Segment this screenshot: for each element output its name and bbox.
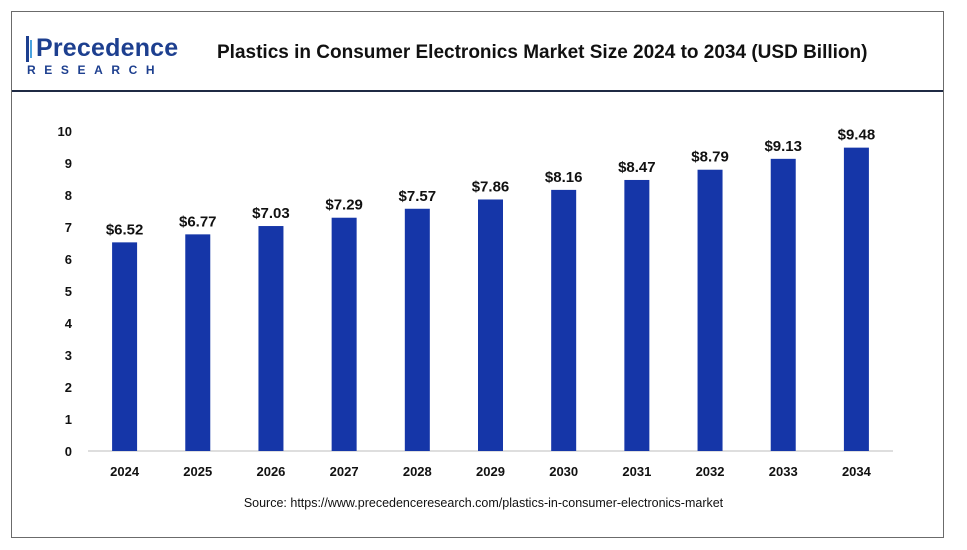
source-note: Source: https://www.precedenceresearch.c…: [243, 496, 724, 510]
bar: [404, 208, 430, 451]
x-tick-label: 2031: [622, 464, 651, 479]
data-label: $9.13: [764, 138, 802, 155]
y-tick-label: 6: [65, 252, 72, 267]
data-label: $8.79: [691, 149, 729, 166]
chart-header: Precedence RESEARCH Plastics in Consumer…: [12, 12, 943, 92]
brand-logo: Precedence RESEARCH: [26, 34, 179, 82]
data-label: $7.03: [252, 205, 290, 222]
x-tick-label: 2033: [769, 464, 798, 479]
bar: [112, 242, 138, 451]
y-tick-label: 0: [65, 444, 72, 459]
data-label: $6.77: [179, 213, 217, 230]
data-label: $7.86: [472, 178, 510, 195]
y-tick-label: 1: [65, 412, 72, 427]
bar: [258, 226, 284, 451]
bar: [770, 158, 796, 451]
y-tick-label: 5: [65, 284, 72, 299]
bar: [624, 179, 650, 451]
bar: [697, 169, 723, 451]
brand-subtitle: RESEARCH: [27, 63, 164, 77]
x-tick-label: 2026: [256, 464, 285, 479]
x-tick-label: 2028: [403, 464, 432, 479]
bar: [551, 189, 577, 451]
x-tick-label: 2032: [696, 464, 725, 479]
data-label: $6.52: [106, 221, 144, 238]
data-label: $8.16: [545, 169, 583, 186]
data-label: $9.48: [838, 127, 876, 144]
x-tick-label: 2027: [330, 464, 359, 479]
data-label: $8.47: [618, 159, 656, 176]
bar: [331, 217, 357, 451]
data-label: $7.29: [325, 197, 363, 214]
y-tick-label: 3: [65, 348, 72, 363]
x-tick-label: 2034: [842, 464, 872, 479]
y-tick-label: 4: [65, 316, 73, 331]
bar: [185, 234, 211, 451]
brand-name: Precedence: [36, 34, 179, 62]
chart-title: Plastics in Consumer Electronics Market …: [217, 42, 868, 63]
x-tick-label: 2025: [183, 464, 212, 479]
x-tick-label: 2030: [549, 464, 578, 479]
y-tick-label: 2: [65, 380, 72, 395]
bar: [478, 199, 503, 451]
data-label: $7.57: [399, 188, 437, 205]
y-tick-label: 7: [65, 220, 72, 235]
logo-mark-icon: [26, 36, 32, 62]
bar: [843, 147, 869, 451]
y-tick-label: 10: [58, 124, 72, 139]
x-tick-label: 2029: [476, 464, 505, 479]
x-tick-label: 2024: [110, 464, 140, 479]
y-tick-label: 8: [65, 188, 72, 203]
y-tick-label: 9: [65, 156, 72, 171]
